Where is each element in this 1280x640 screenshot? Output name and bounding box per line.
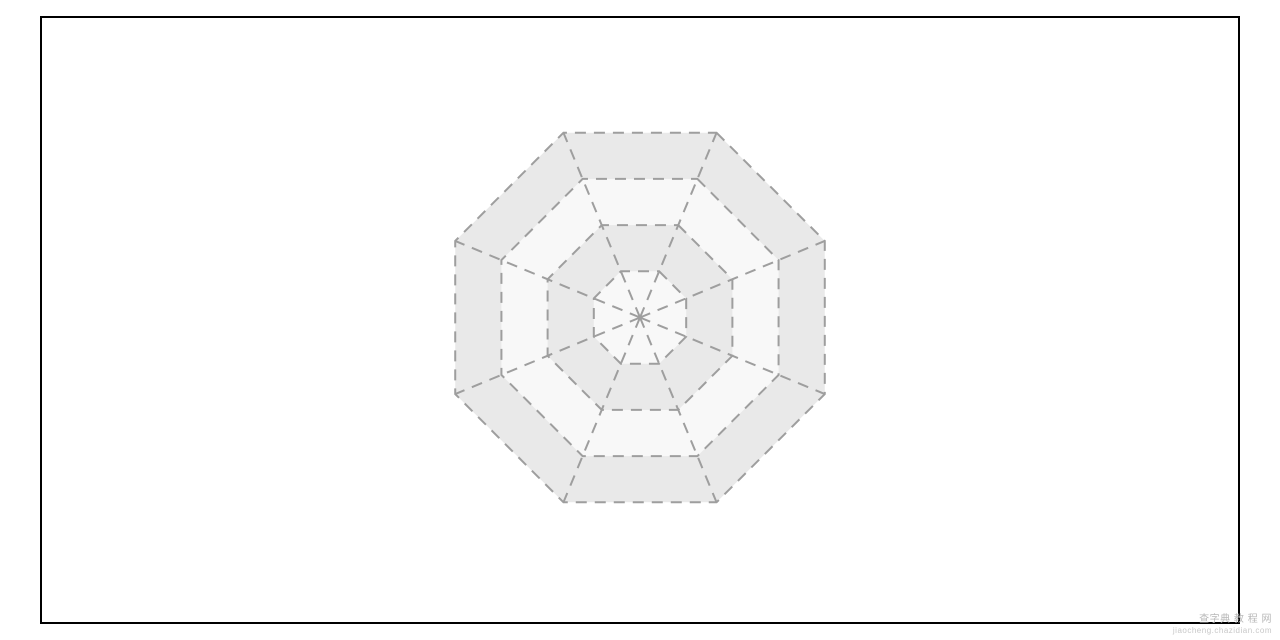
chart-frame [40,16,1240,624]
watermark: 查字典 教 程 网 jiaocheng.chazidian.com [1173,614,1272,636]
radar-grid [420,98,860,543]
watermark-line1: 查字典 教 程 网 [1173,614,1272,626]
watermark-line2: jiaocheng.chazidian.com [1173,626,1272,636]
radar-svg [420,98,860,538]
